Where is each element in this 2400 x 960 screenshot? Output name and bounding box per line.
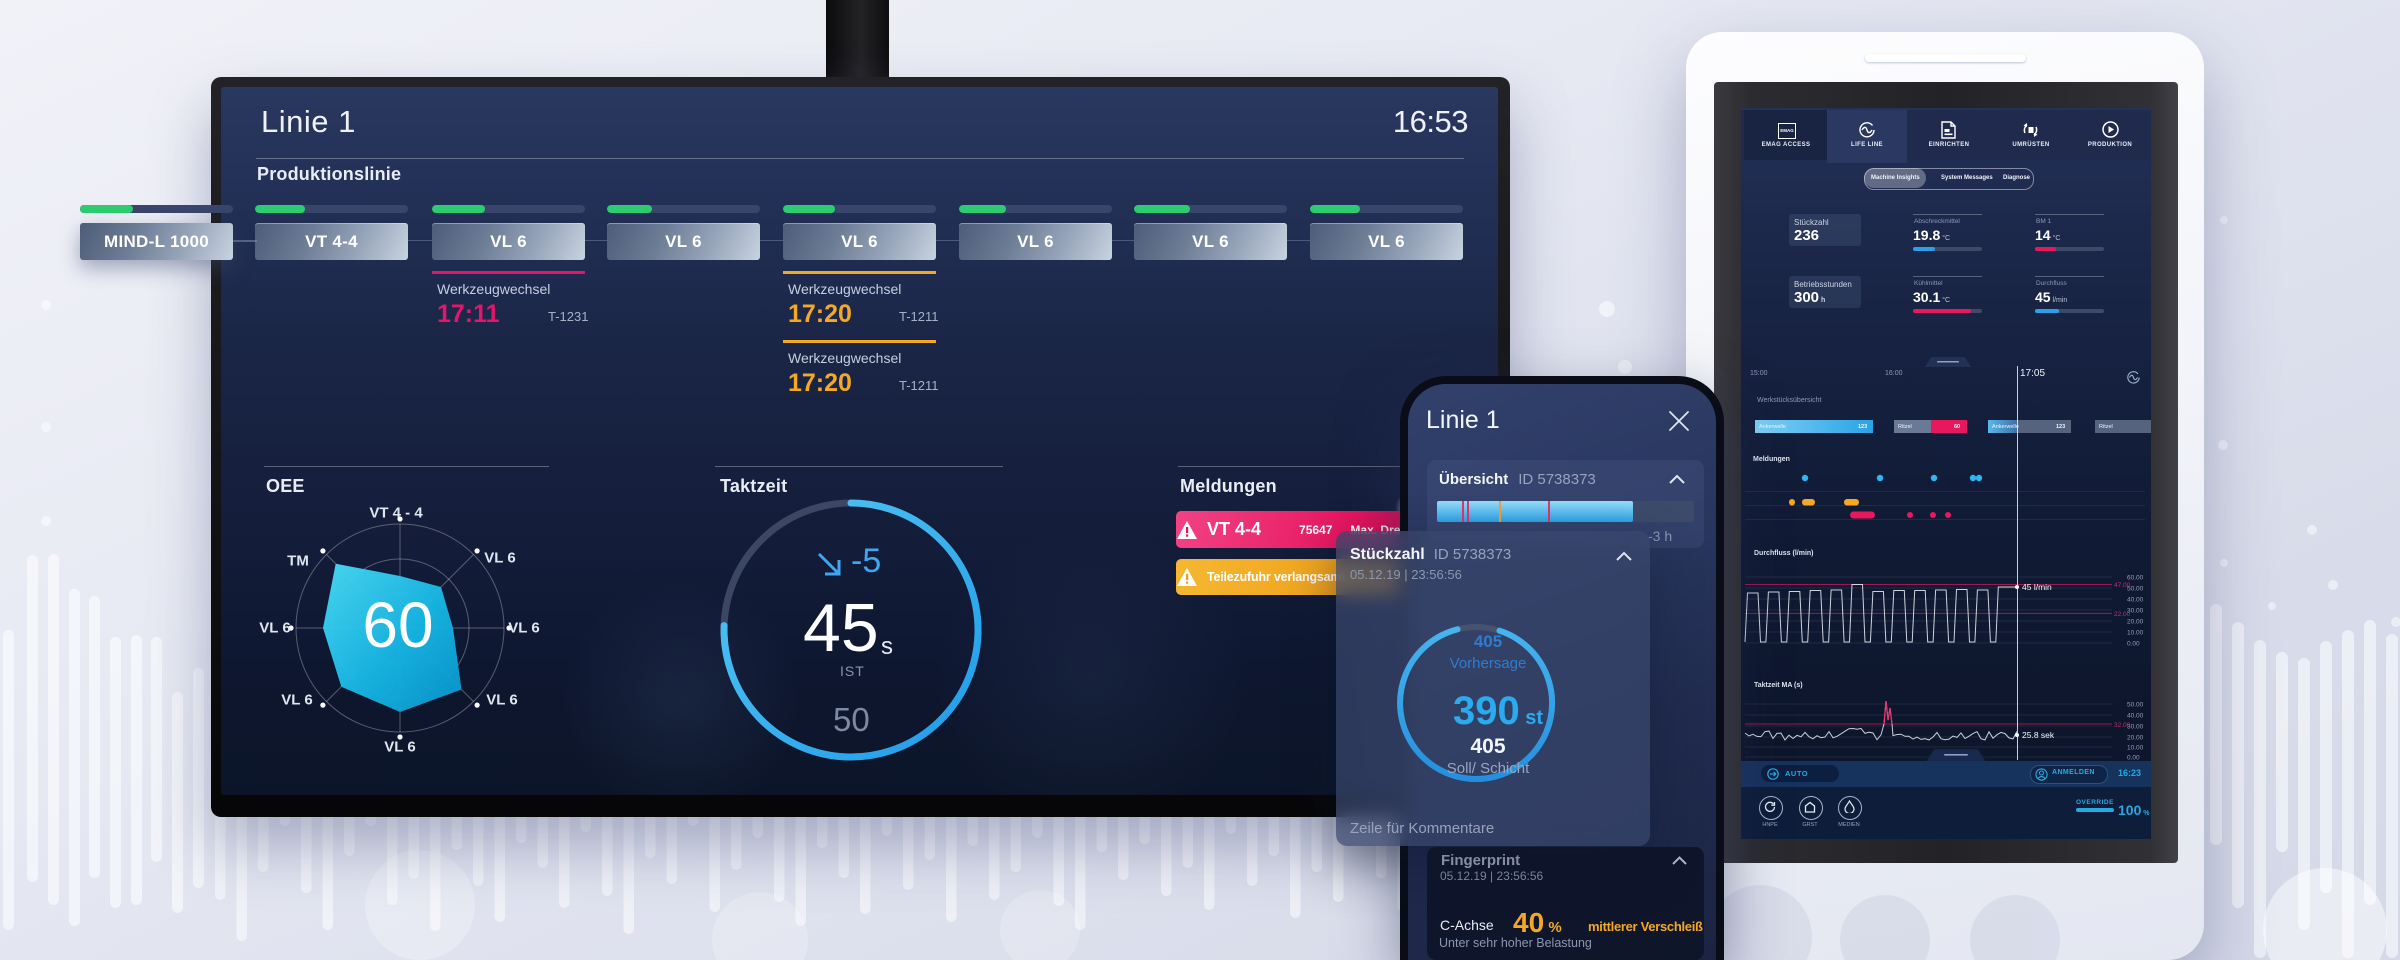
svg-text:0.00: 0.00 [2127,641,2140,648]
svg-text:50.00: 50.00 [2127,586,2144,593]
svg-text:50.00: 50.00 [2127,702,2144,709]
svg-text:22.00: 22.00 [2114,611,2131,618]
svg-text:30.00: 30.00 [2127,608,2144,615]
svg-text:10.00: 10.00 [2127,745,2144,752]
svg-text:25.8 sek: 25.8 sek [2022,730,2055,740]
svg-text:40.00: 40.00 [2127,713,2144,720]
svg-text:32.00: 32.00 [2114,722,2131,729]
svg-text:47.00: 47.00 [2114,582,2131,589]
svg-text:0.00: 0.00 [2127,755,2140,762]
svg-text:20.00: 20.00 [2127,735,2144,742]
svg-text:10.00: 10.00 [2127,630,2144,637]
svg-text:45 l/min: 45 l/min [2022,582,2052,592]
svg-text:20.00: 20.00 [2127,619,2144,626]
svg-text:60.00: 60.00 [2127,575,2144,582]
svg-text:30.00: 30.00 [2127,724,2144,731]
svg-text:40.00: 40.00 [2127,597,2144,604]
